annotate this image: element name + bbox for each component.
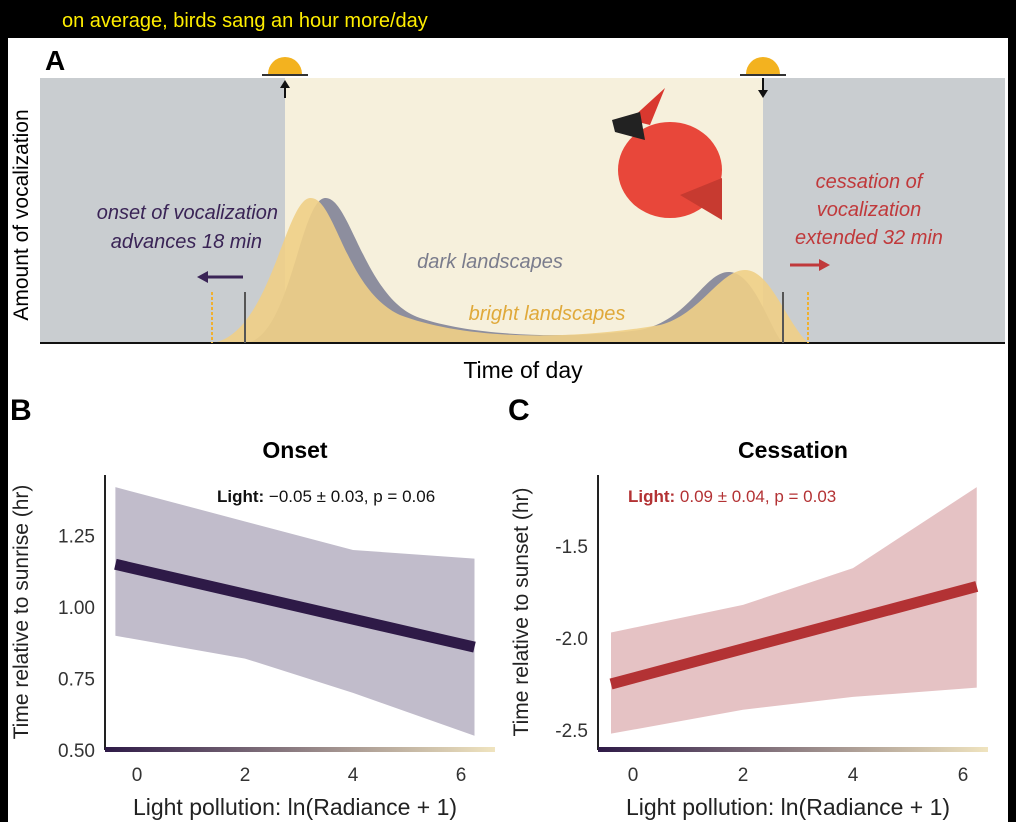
stat-annotation: Light: 0.09 ± 0.04, p = 0.03 xyxy=(628,487,836,506)
panel-b-chart: B Onset Light: −0.05 ± 0.03, p = 0.06 0 2 4 6 0… xyxy=(10,394,495,820)
x-axis-label: Light pollution: ln(Radiance + 1) xyxy=(626,794,950,820)
left-arrow-icon xyxy=(197,271,243,283)
y-tick-label: -1.5 xyxy=(555,537,588,558)
bright-landscapes-curve xyxy=(212,197,808,343)
confidence-band xyxy=(611,487,977,734)
stat-value: 0.09 ± 0.04, p = 0.03 xyxy=(675,487,836,506)
x-tick-label: 4 xyxy=(348,765,359,786)
onset-text-1: onset of vocalization xyxy=(97,202,278,224)
x-tick-label: 0 xyxy=(628,765,639,786)
panel-a: A Amount of vocalization Time of day ons… xyxy=(10,45,1005,820)
figure: A Amount of vocalization Time of day ons… xyxy=(8,38,1008,822)
x-tick-label: 2 xyxy=(240,765,251,786)
right-arrow-icon xyxy=(790,259,830,271)
x-tick-label: 4 xyxy=(848,765,859,786)
stat-annotation: Light: −0.05 ± 0.03, p = 0.06 xyxy=(217,487,435,506)
x-axis-gradient xyxy=(598,747,988,752)
caption: on average, birds sang an hour more/day xyxy=(62,10,428,32)
panel-a-letter: A xyxy=(45,45,65,76)
onset-text-2: advances 18 min xyxy=(111,231,262,253)
cardinal-bird-image xyxy=(612,88,722,220)
x-tick-label: 0 xyxy=(132,765,143,786)
x-axis-gradient xyxy=(105,747,495,752)
fit-line xyxy=(114,558,476,653)
panel-a-ylabel: Amount of vocalization xyxy=(10,109,33,320)
fit-line xyxy=(609,581,979,690)
x-tick-label: 6 xyxy=(456,765,467,786)
x-axis-label: Light pollution: ln(Radiance + 1) xyxy=(133,794,457,820)
stat-label: Light: xyxy=(628,487,675,506)
y-axis-label: Time relative to sunset (hr) xyxy=(510,488,533,737)
y-axis-label: Time relative to sunrise (hr) xyxy=(10,485,33,740)
cessation-text-1: cessation of xyxy=(816,171,925,193)
dark-landscapes-label: dark landscapes xyxy=(417,251,563,273)
y-tick-label: 0.50 xyxy=(58,741,95,762)
confidence-band xyxy=(115,487,475,736)
y-tick-label: -2.0 xyxy=(555,629,588,650)
panel-a-xlabel: Time of day xyxy=(463,357,583,383)
panel-c-chart: C Cessation Light: 0.09 ± 0.04, p = 0.03 0 2… xyxy=(508,394,988,820)
x-tick-label: 2 xyxy=(738,765,749,786)
sunrise-icon xyxy=(262,57,308,98)
chart-title: Onset xyxy=(262,437,328,463)
stat-value: −0.05 ± 0.03, p = 0.06 xyxy=(264,487,435,506)
y-tick-label: 1.25 xyxy=(58,527,95,548)
cessation-text-2: vocalization xyxy=(817,199,922,221)
sunset-icon xyxy=(740,57,786,98)
chart-title: Cessation xyxy=(738,437,848,463)
stat-label: Light: xyxy=(217,487,264,506)
y-tick-label: 1.00 xyxy=(58,598,95,619)
bright-landscapes-label: bright landscapes xyxy=(469,303,626,325)
panel-letter: B xyxy=(10,394,32,427)
x-tick-label: 6 xyxy=(958,765,969,786)
y-tick-label: -2.5 xyxy=(555,721,588,742)
panel-letter: C xyxy=(508,394,530,427)
y-tick-label: 0.75 xyxy=(58,670,95,691)
cessation-text-3: extended 32 min xyxy=(795,227,943,249)
